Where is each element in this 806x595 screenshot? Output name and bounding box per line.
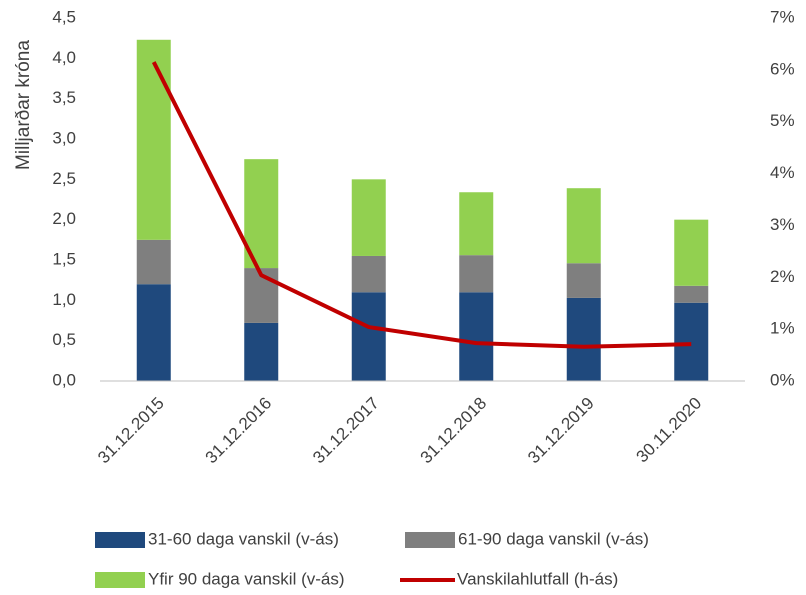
y2-tick-label: 3% bbox=[770, 215, 795, 234]
x-tick-label: 31.12.2018 bbox=[417, 394, 491, 468]
legend-label: 61-90 daga vanskil (v-ás) bbox=[458, 529, 649, 548]
bar bbox=[136, 239, 171, 285]
bar bbox=[351, 255, 386, 293]
x-tick-label: 31.12.2017 bbox=[309, 394, 383, 468]
bar bbox=[459, 292, 494, 381]
y2-tick-label: 1% bbox=[770, 319, 795, 338]
bar bbox=[136, 39, 171, 240]
y-axis-title: Milljarðar króna bbox=[13, 40, 34, 170]
y2-tick-label: 0% bbox=[770, 370, 795, 389]
y-tick-label: 2,5 bbox=[52, 169, 76, 188]
line bbox=[151, 61, 692, 349]
y2-tick-label: 5% bbox=[770, 111, 795, 130]
y-tick-label: 2,0 bbox=[52, 209, 76, 228]
legend-swatch bbox=[95, 532, 145, 548]
bar bbox=[459, 255, 494, 293]
bar bbox=[674, 285, 709, 303]
bar bbox=[136, 284, 171, 381]
y-tick-label: 3,5 bbox=[52, 88, 76, 107]
x-tick-label: 31.12.2015 bbox=[94, 394, 168, 468]
legend-label: Yfir 90 daga vanskil (v-ás) bbox=[148, 569, 345, 588]
legend-swatch bbox=[405, 532, 455, 548]
x-tick-label: 31.12.2019 bbox=[524, 394, 598, 468]
y2-tick-label: 4% bbox=[770, 163, 795, 182]
legend-swatch bbox=[95, 572, 145, 588]
y-tick-label: 0,5 bbox=[52, 330, 76, 349]
y-tick-label: 1,5 bbox=[52, 249, 76, 268]
bar bbox=[674, 302, 709, 381]
y-tick-label: 3,0 bbox=[52, 128, 76, 147]
bar bbox=[674, 219, 709, 286]
bar bbox=[351, 292, 386, 381]
bar bbox=[351, 179, 386, 256]
bar bbox=[566, 297, 601, 381]
bar bbox=[459, 192, 494, 256]
y-tick-label: 4,0 bbox=[52, 48, 76, 67]
bar bbox=[244, 322, 279, 381]
bar bbox=[566, 188, 601, 264]
y-tick-label: 1,0 bbox=[52, 290, 76, 309]
y2-tick-label: 2% bbox=[770, 267, 795, 286]
y-tick-label: 4,5 bbox=[52, 7, 76, 26]
x-tick-label: 30.11.2020 bbox=[633, 394, 706, 467]
x-tick-label: 31.12.2016 bbox=[202, 394, 276, 468]
legend-label: Vanskilahlutfall (h-ás) bbox=[457, 569, 618, 588]
legend-label: 31-60 daga vanskil (v-ás) bbox=[148, 529, 339, 548]
y-tick-label: 0,0 bbox=[52, 370, 76, 389]
y2-tick-label: 7% bbox=[770, 7, 795, 26]
y2-tick-label: 6% bbox=[770, 59, 795, 78]
bar bbox=[566, 263, 601, 298]
